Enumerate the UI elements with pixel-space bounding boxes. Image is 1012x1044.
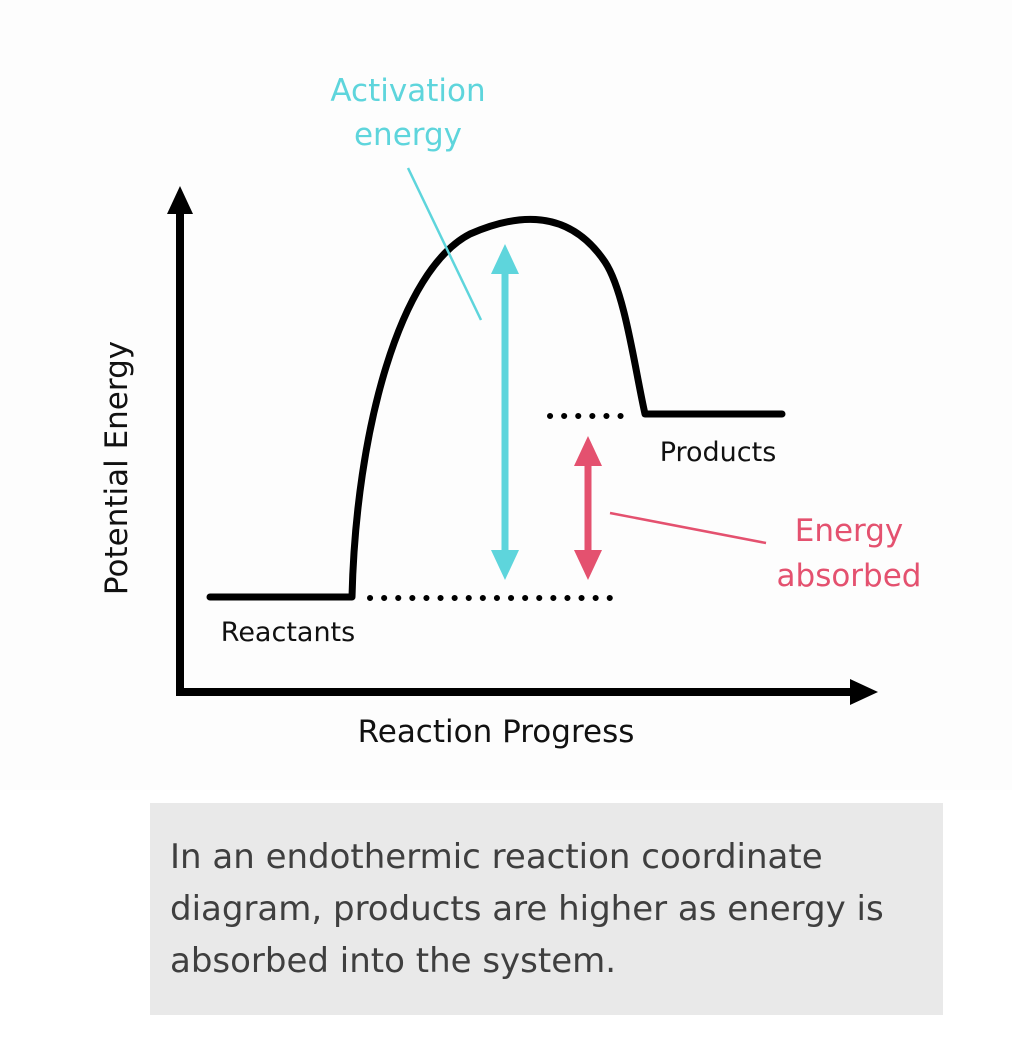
energy-curve — [206, 215, 786, 601]
y-axis-label: Potential Energy — [99, 341, 135, 595]
activation-energy-arrowhead-up — [491, 244, 519, 274]
reactants-label: Reactants — [221, 617, 355, 648]
activation-energy-label-line1: Activation — [330, 73, 485, 109]
x-axis-arrowhead — [850, 679, 878, 705]
activation-energy-leader-line — [406, 167, 483, 321]
energy-absorbed-leader-line — [609, 511, 767, 545]
products-label: Products — [660, 437, 777, 468]
energy-absorbed-arrowhead-up — [574, 436, 602, 466]
activation-energy-arrowhead-down — [491, 550, 519, 580]
diagram-area: Activation energy Energy absorbed Produc… — [99, 73, 922, 750]
x-axis-label: Reaction Progress — [358, 714, 635, 750]
caption-text: In an endothermic reaction coordinate di… — [170, 837, 884, 981]
y-axis-arrowhead — [167, 186, 193, 214]
energy-absorbed-label-line1: Energy — [795, 513, 904, 549]
energy-diagram: Activation energy Energy absorbed Produc… — [99, 73, 922, 750]
activation-energy-label-line2: energy — [354, 117, 462, 153]
energy-absorbed-arrowhead-down — [574, 550, 602, 580]
caption-box: In an endothermic reaction coordinate di… — [150, 803, 943, 1015]
energy-absorbed-label-line2: absorbed — [777, 558, 922, 594]
